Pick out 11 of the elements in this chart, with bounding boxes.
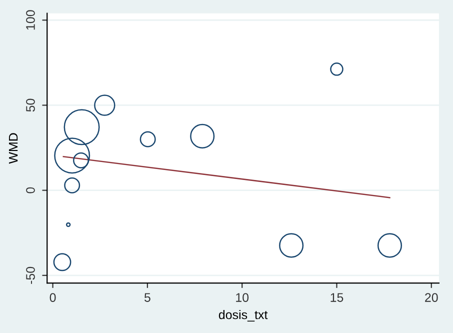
x-tick-label: 20 xyxy=(425,293,438,302)
x-tick-label: 15 xyxy=(330,293,344,302)
y-tick-label: -50 xyxy=(26,266,35,284)
y-tick-label: 0 xyxy=(26,187,35,194)
y-tick-label: 100 xyxy=(26,10,35,30)
y-axis-title: WMD xyxy=(8,133,18,164)
x-axis-title: dosis_txt xyxy=(218,310,268,322)
y-tick-label: 50 xyxy=(26,98,35,112)
x-tick-label: 5 xyxy=(144,293,150,302)
x-tick-label: 10 xyxy=(236,293,249,302)
x-tick-label: 0 xyxy=(50,293,56,302)
